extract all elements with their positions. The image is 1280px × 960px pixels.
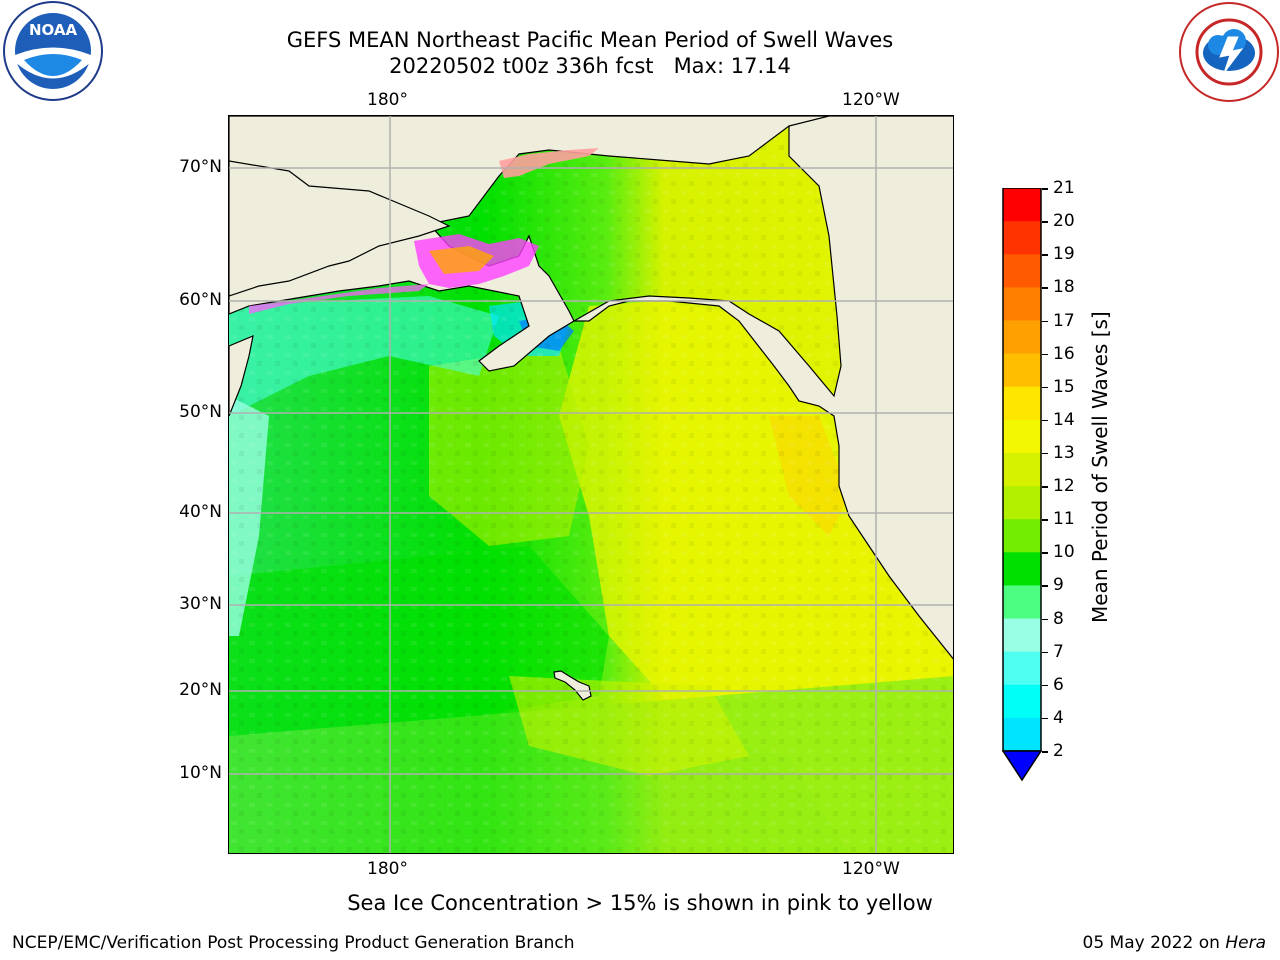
sea-ice-bering-dense — [429, 246, 494, 274]
colorbar — [1001, 187, 1043, 788]
colorbar-swatch — [1003, 618, 1041, 653]
colorbar-tick-mark — [1042, 419, 1048, 422]
colorbar-tick-label: 6 — [1053, 674, 1064, 695]
colorbar-tick-mark — [1042, 519, 1048, 521]
chart-subtitle: 20220502 t00z 336h fcst Max: 17.14 — [389, 54, 791, 78]
colorbar-tick-label: 4 — [1053, 707, 1064, 728]
colorbar-tick-mark — [1042, 320, 1048, 322]
colorbar-tick-label: 13 — [1053, 442, 1075, 463]
colorbar-swatch — [1003, 254, 1041, 288]
host-text: Hera — [1225, 933, 1266, 953]
colorbar-swatch — [1003, 386, 1041, 421]
colorbar-tick-label: 15 — [1053, 376, 1075, 397]
colorbar-tick-label: 9 — [1053, 575, 1064, 596]
colorbar-tick-label: 21 — [1053, 178, 1075, 198]
svg-text:NOAA: NOAA — [29, 21, 78, 39]
colorbar-swatch — [1003, 519, 1041, 553]
colorbar-tick-label: 8 — [1053, 608, 1064, 629]
credit-text: NCEP/EMC/Verification Post Processing Pr… — [12, 933, 575, 953]
date-text: 05 May 2022 on — [1082, 933, 1220, 953]
lat-label-40n: 40°N — [179, 502, 222, 522]
colorbar-tick-mark — [1042, 287, 1048, 289]
colorbar-label: Mean Period of Swell Waves [s] — [1088, 311, 1112, 623]
land-kamchatka — [229, 335, 254, 417]
colorbar-tick-label: 17 — [1053, 310, 1075, 331]
land-siberia — [229, 160, 451, 297]
colorbar-tick-mark — [1042, 486, 1048, 488]
colorbar-under-arrow — [1001, 750, 1043, 782]
colorbar-tick-label: 7 — [1053, 641, 1064, 662]
colorbar-swatch — [1003, 684, 1041, 719]
colorbar-swatch — [1003, 188, 1041, 222]
colorbar-tick-mark — [1042, 353, 1048, 356]
land-hawaii — [553, 670, 592, 701]
colorbar-swatch — [1003, 651, 1041, 686]
colorbar-tick-label: 19 — [1053, 244, 1075, 265]
sea-ice-note: Sea Ice Concentration > 15% is shown in … — [347, 891, 933, 915]
colorbar-swatches — [1001, 187, 1043, 782]
lat-label-50n: 50°N — [179, 402, 222, 422]
lon-label-top-180: 180° — [367, 90, 408, 110]
map-panel — [228, 115, 954, 854]
colorbar-tick-mark — [1042, 618, 1048, 620]
colorbar-tick-mark — [1042, 254, 1048, 256]
chart-title: GEFS MEAN Northeast Pacific Mean Period … — [286, 28, 894, 52]
colorbar-tick-label: 14 — [1053, 409, 1075, 430]
colorbar-swatch — [1003, 552, 1041, 586]
colorbar-swatch — [1003, 419, 1041, 454]
colorbar-tick-mark — [1042, 751, 1048, 753]
colorbar-swatch — [1003, 452, 1041, 487]
lat-label-70n: 70°N — [179, 157, 222, 177]
lat-label-10n: 10°N — [179, 763, 222, 783]
colorbar-swatch — [1003, 717, 1041, 752]
colorbar-tick-mark — [1042, 221, 1048, 223]
lon-label-bottom-180: 180° — [367, 859, 408, 879]
colorbar-tick-label: 2 — [1053, 741, 1064, 761]
date-line: 05 May 2022 on Hera — [1083, 933, 1267, 953]
colorbar-tick-mark — [1042, 452, 1048, 455]
colorbar-tick-label: 18 — [1053, 277, 1075, 298]
colorbar-tick-label: 12 — [1053, 476, 1075, 497]
noaa-logo: NOAA — [2, 0, 104, 102]
colorbar-tick-label: 16 — [1053, 343, 1075, 364]
colorbar-tick-mark — [1042, 717, 1048, 720]
colorbar-tick-mark — [1042, 585, 1048, 587]
graticule — [229, 116, 953, 853]
colorbar-tick-mark — [1042, 552, 1048, 554]
colorbar-tick-mark — [1042, 188, 1048, 190]
lon-label-top-120w: 120°W — [842, 90, 900, 110]
sea-ice-chukchi — [499, 148, 599, 178]
colorbar-swatch — [1003, 320, 1041, 355]
nws-logo — [1178, 1, 1280, 103]
colorbar-swatch — [1003, 486, 1041, 520]
lon-label-bottom-120w: 120°W — [842, 859, 900, 879]
land-north-america — [571, 116, 953, 660]
lat-label-60n: 60°N — [179, 290, 222, 310]
colorbar-tick-label: 20 — [1053, 211, 1075, 232]
wave-period-map — [229, 116, 953, 853]
colorbar-swatch — [1003, 287, 1041, 321]
colorbar-tick-mark — [1042, 386, 1048, 389]
lat-label-30n: 30°N — [179, 594, 222, 614]
sea-ice-okhotsk-edge — [249, 284, 429, 314]
colorbar-swatch — [1003, 353, 1041, 388]
lat-label-20n: 20°N — [179, 680, 222, 700]
colorbar-swatch — [1003, 221, 1041, 255]
colorbar-tick-label: 10 — [1053, 542, 1075, 563]
colorbar-tick-mark — [1042, 684, 1048, 687]
colorbar-tick-label: 11 — [1053, 509, 1075, 530]
colorbar-swatch — [1003, 585, 1041, 620]
colorbar-tick-mark — [1042, 651, 1048, 654]
